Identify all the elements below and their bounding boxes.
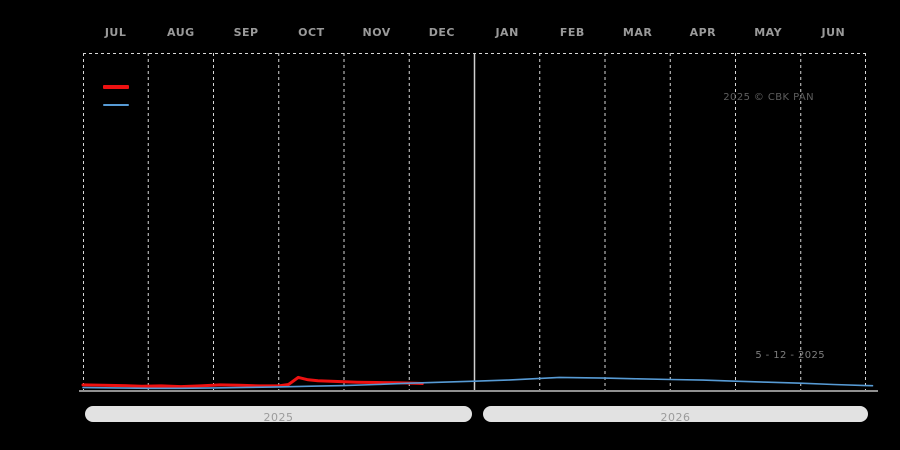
date-annotation: 5 - 12 - 2025 [755,350,825,361]
month-label-jul: JUL [104,26,127,39]
month-label-feb: FEB [559,26,585,39]
red-thick-line [81,375,424,389]
month-label-aug: AUG [167,26,195,39]
month-label-nov: NOV [362,26,391,39]
legend [103,85,129,106]
month-label-oct: OCT [298,26,325,39]
plot-svg [79,53,878,392]
legend-swatch-1 [103,85,129,89]
plot-area [79,53,878,392]
month-label-jun: JUN [821,26,846,39]
month-label-jan: JAN [495,26,519,39]
copyright-watermark: 2025 © CBK PAN [723,92,814,103]
year-bar-2026[interactable]: 2026 [483,406,868,424]
month-labels-row: JUL AUG SEP OCT NOV DEC JAN FEB MAR APR MAY JUN [83,26,866,39]
month-label-sep: SEP [233,26,259,39]
month-label-may: MAY [754,26,783,39]
month-label-mar: MAR [622,26,653,39]
legend-swatch-2 [103,104,129,106]
blue-thin-line [82,376,874,390]
year-bar-2025-label: 2025 [263,411,294,424]
month-label-dec: DEC [428,26,455,39]
year-bar-2026-label: 2026 [660,411,691,424]
month-label-apr: APR [689,26,717,39]
year-bar-2025[interactable]: 2025 [85,406,472,424]
